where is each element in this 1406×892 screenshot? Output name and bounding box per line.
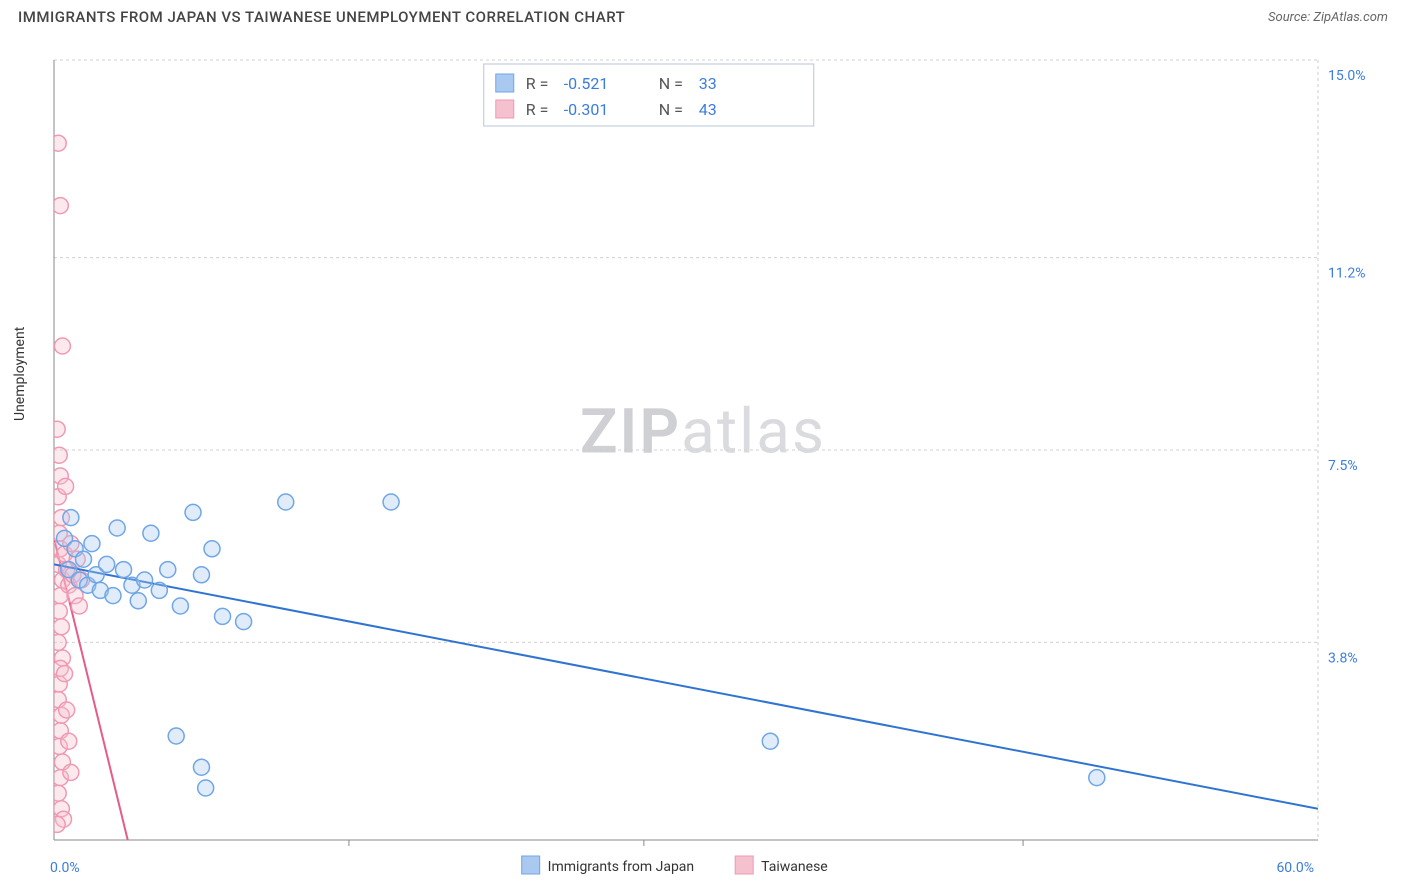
x-tick-label: 60.0%	[1276, 860, 1314, 876]
legend-n-label: N =	[659, 74, 683, 93]
watermark: ZIPatlas	[580, 396, 826, 469]
legend-r-value: -0.521	[564, 74, 609, 93]
x-tick-label: 0.0%	[50, 860, 80, 876]
bottom-legend-label: Immigrants from Japan	[548, 859, 694, 875]
legend-r-label: R =	[526, 100, 549, 119]
source-label: Source: ZipAtlas.com	[1268, 10, 1388, 25]
legend-n-value: 43	[699, 100, 717, 119]
legend-n-label: N =	[659, 100, 683, 119]
legend-r-value: -0.301	[564, 100, 609, 119]
chart-title: IMMIGRANTS FROM JAPAN VS TAIWANESE UNEMP…	[18, 8, 625, 26]
series-0	[54, 494, 1318, 809]
legend-swatch	[496, 74, 514, 92]
legend-swatch	[496, 100, 514, 118]
series-1	[49, 135, 128, 840]
y-tick-label: 11.2%	[1328, 266, 1366, 282]
bottom-legend-swatch	[735, 856, 753, 874]
y-tick-label: 7.5%	[1328, 458, 1358, 474]
bottom-legend-label: Taiwanese	[761, 859, 828, 875]
y-tick-label: 3.8%	[1328, 650, 1358, 666]
legend-n-value: 33	[699, 74, 717, 93]
y-tick-label: 15.0%	[1328, 68, 1366, 84]
bottom-legend-swatch	[522, 856, 540, 874]
scatter-chart: 3.8% 7.5% 11.2% 15.0% ZIPatlas 0.0% 60.0% R = -0…	[18, 40, 1388, 882]
chart-container: Unemployment 3.8%7.5%11.2%15.0%ZIPatlas0…	[18, 40, 1388, 882]
y-axis-label: Unemployment	[12, 327, 28, 421]
legend-r-label: R =	[526, 74, 549, 93]
